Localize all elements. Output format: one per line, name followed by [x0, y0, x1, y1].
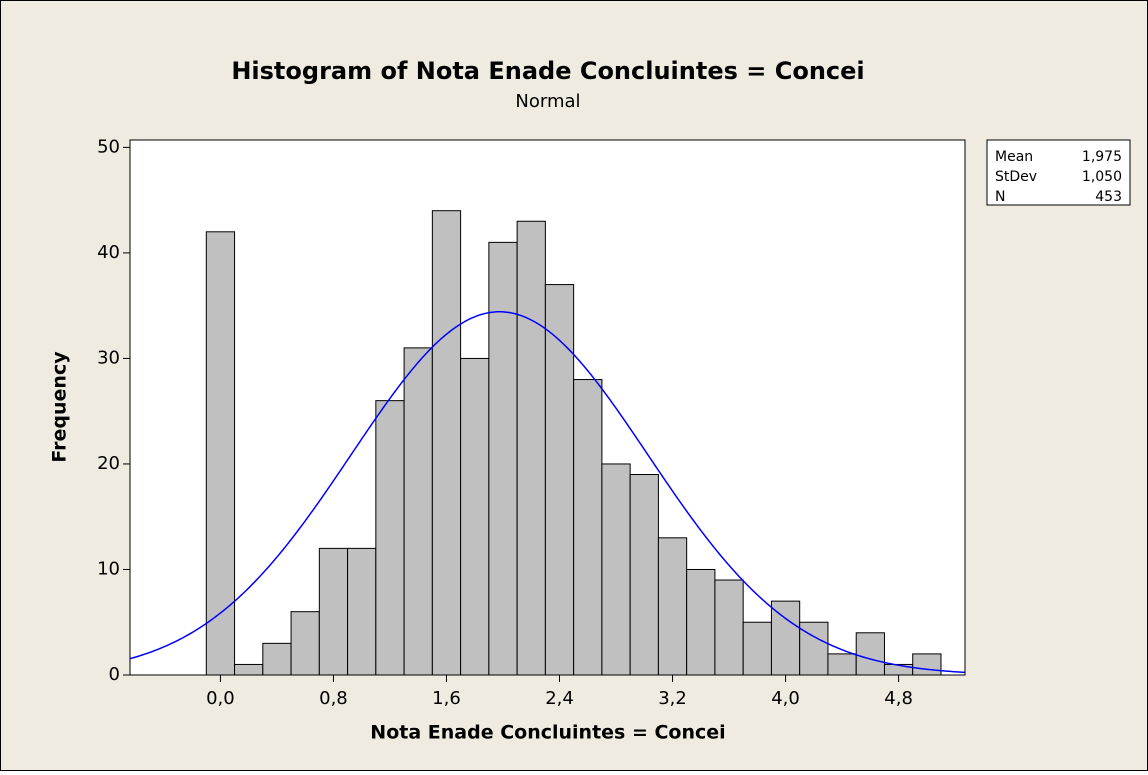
x-tick-label: 2,4 — [545, 688, 574, 709]
bar — [573, 379, 603, 676]
bar — [657, 537, 688, 676]
y-tick-label: 10 — [97, 558, 120, 579]
bar — [488, 241, 518, 676]
bar — [347, 547, 377, 676]
y-axis-label: Frequency — [49, 351, 71, 463]
bar — [827, 653, 857, 676]
x-tick-label: 4,0 — [771, 688, 800, 709]
y-tick-label: 50 — [97, 136, 120, 157]
chart-subtitle: Normal — [515, 91, 580, 112]
x-axis-label: Nota Enade Concluintes = Concei — [370, 722, 725, 744]
bar — [544, 284, 575, 676]
legend-stat-value: 453 — [1095, 189, 1122, 205]
x-tick-label: 3,2 — [658, 688, 687, 709]
bar — [516, 220, 546, 676]
x-tick-label: 0,0 — [206, 688, 235, 709]
bar — [629, 474, 659, 676]
legend-stat-label: Mean — [995, 149, 1033, 165]
y-tick-label: 20 — [97, 453, 120, 474]
bar — [460, 357, 490, 676]
normal-fit-curve — [129, 311, 966, 674]
plot-border — [129, 139, 966, 676]
bar — [742, 621, 772, 676]
legend-stat-value: 1,050 — [1082, 169, 1122, 185]
bar — [234, 663, 264, 676]
bar — [318, 547, 349, 676]
legend-box — [986, 139, 1131, 206]
bar — [855, 632, 885, 676]
bar — [375, 400, 405, 676]
layer: 0 10 20 30 40 50 0,0 0,8 1,6 2,4 3,2 4,0 4,8 Mean 1,97… — [97, 136, 1122, 709]
bar — [403, 347, 433, 676]
bar — [912, 653, 942, 676]
bar — [770, 600, 801, 676]
y-tick-label: 0 — [109, 664, 120, 685]
x-tick-label: 1,6 — [432, 688, 461, 709]
bar — [601, 463, 631, 676]
bar — [431, 210, 462, 676]
bar — [714, 579, 744, 676]
y-tick-label: 40 — [97, 242, 120, 263]
bar — [262, 642, 292, 676]
x-tick-label: 4,8 — [884, 688, 913, 709]
legend-stat-label: StDev — [995, 169, 1037, 185]
chart-title: Histogram of Nota Enade Concluintes = Co… — [231, 57, 864, 85]
bar — [883, 663, 914, 676]
x-tick-label: 0,8 — [319, 688, 348, 709]
bar — [205, 231, 236, 676]
legend-stat-value: 1,975 — [1082, 149, 1122, 165]
bar — [686, 568, 716, 676]
y-tick-label: 30 — [97, 347, 120, 368]
legend-stat-label: N — [995, 189, 1005, 205]
bar — [290, 611, 320, 676]
